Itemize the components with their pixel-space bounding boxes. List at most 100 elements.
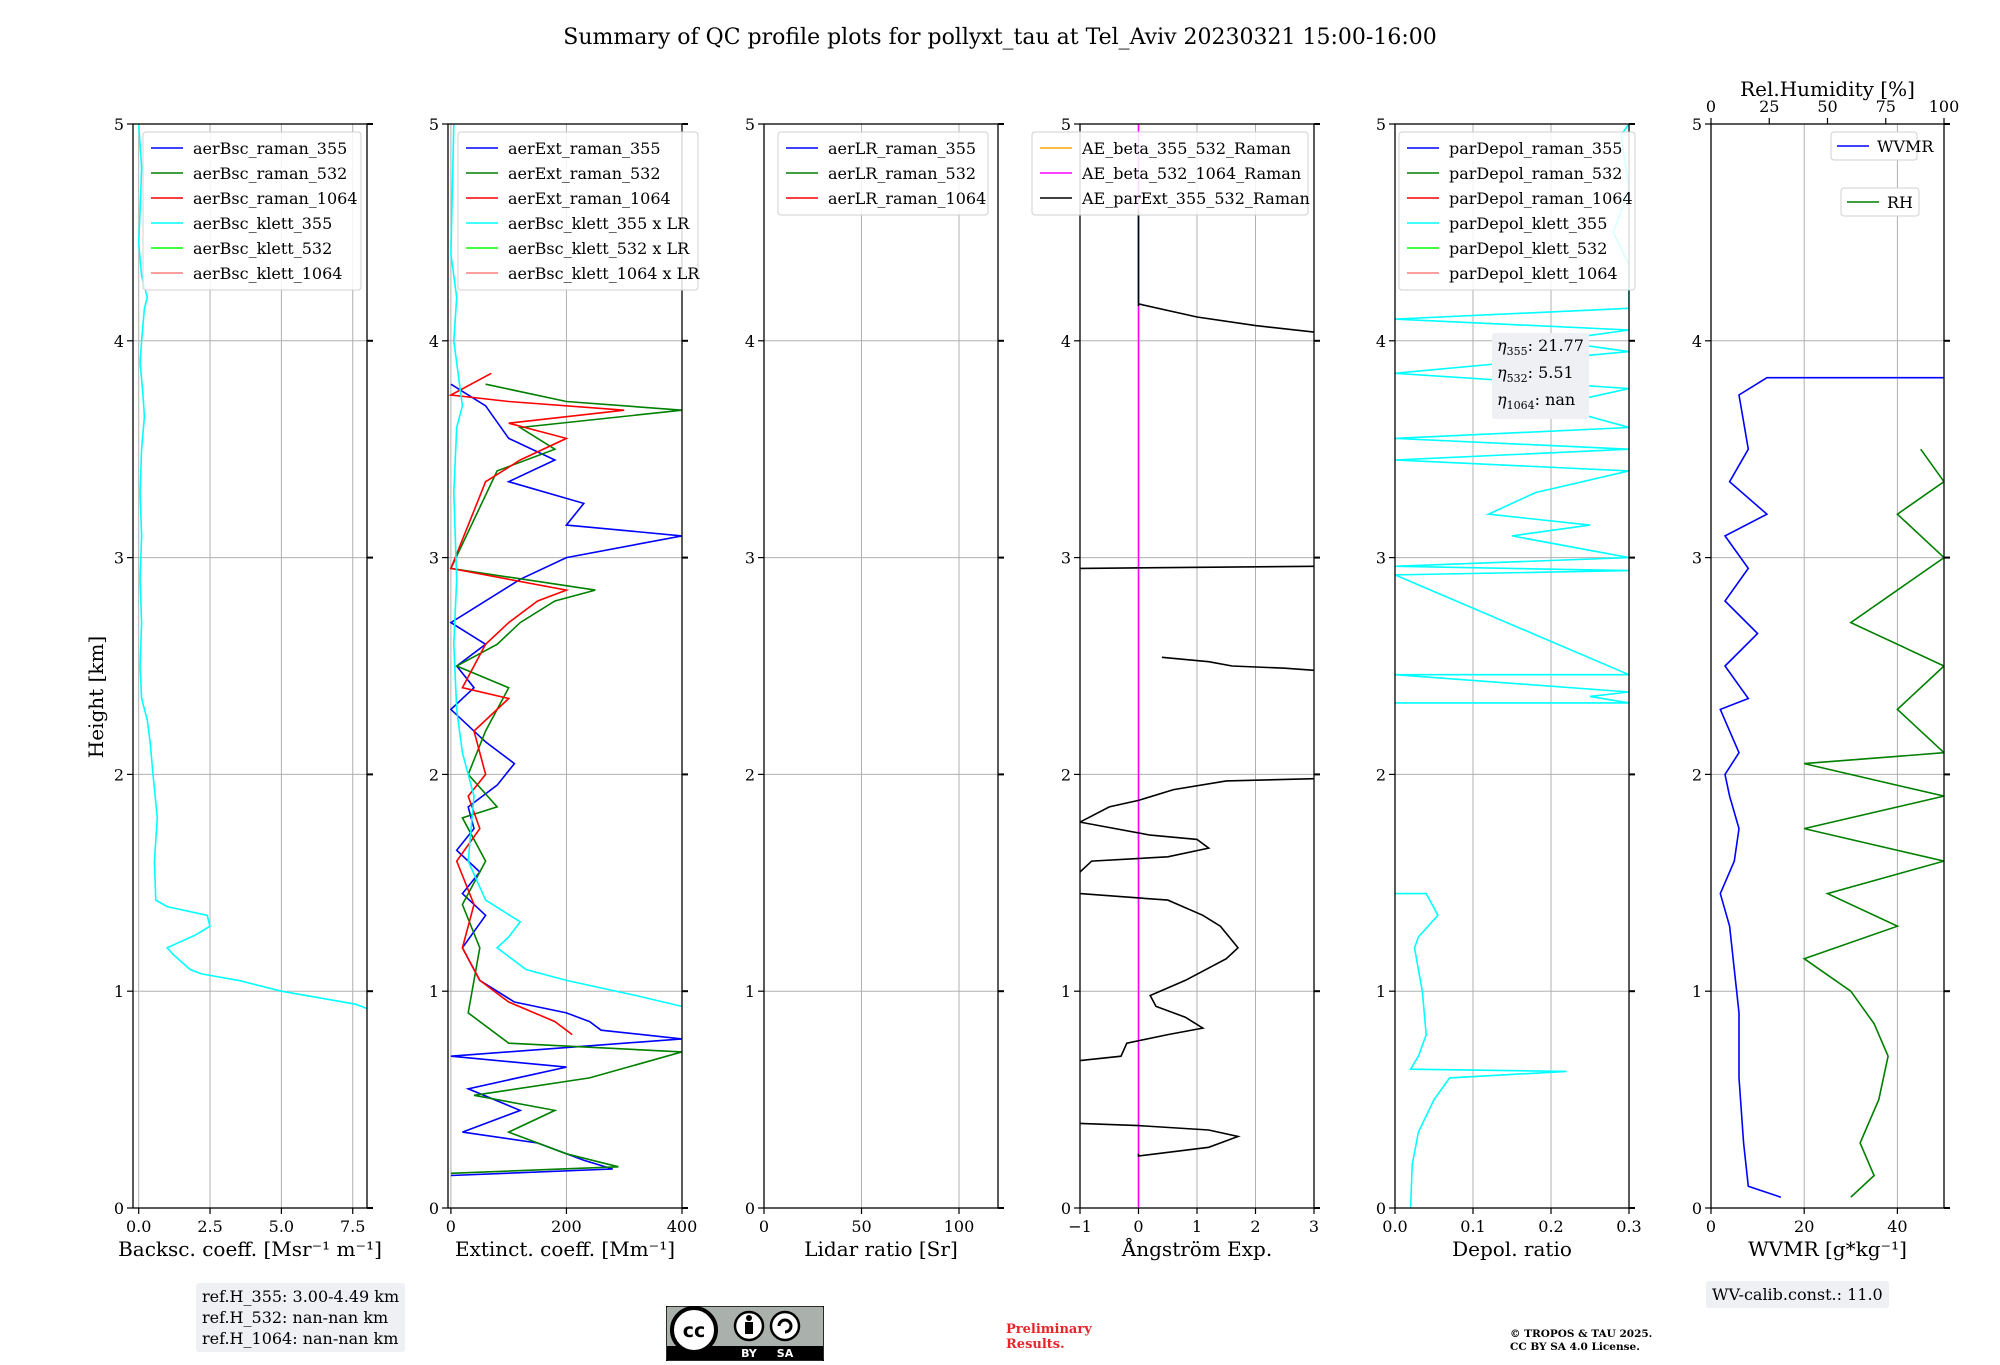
copyright-line1: © TROPOS & TAU 2025.	[1510, 1328, 1653, 1340]
x-tick-label: 20	[1794, 1217, 1814, 1236]
y-tick-label: 1	[114, 982, 124, 1001]
legend-box	[457, 131, 699, 291]
x-tick-label: 0.3	[1616, 1217, 1641, 1236]
panel-3: 0 50 100 0 1 2 3 4 5 Lidar ratio [Sr] aerLR_raman_…	[745, 115, 1004, 1261]
x-tick-label: 200	[551, 1217, 582, 1236]
legend-label: parDepol_raman_1064	[1449, 189, 1633, 208]
x-tick-label: 400	[667, 1217, 698, 1236]
x-tick-label: 0	[446, 1217, 456, 1236]
legend-label: aerLR_raman_532	[828, 164, 976, 183]
x-tick-label: 0	[1706, 1217, 1716, 1236]
y-tick-label: 5	[745, 115, 755, 134]
legend-label: aerBsc_raman_1064	[193, 189, 358, 208]
legend-label: RH	[1887, 193, 1913, 212]
legend-box	[1840, 187, 1920, 217]
legend-label: aerBsc_raman_355	[193, 139, 347, 158]
x-axis-label: Backsc. coeff. [Msr⁻¹ m⁻¹]	[118, 1237, 382, 1261]
y-tick-label: 2	[1061, 765, 1071, 784]
x-tick-label: 0.2	[1538, 1217, 1563, 1236]
y-tick-label: 3	[1376, 549, 1386, 568]
top-x-tick-label: 75	[1876, 97, 1896, 116]
y-tick-label: 1	[1376, 982, 1386, 1001]
legend-box	[1398, 131, 1636, 291]
y-tick-label: 4	[429, 332, 439, 351]
panels: 0.0 2.5 5.0 7.5 0 1 2 3 4 5 Backsc. coeff. [Msr⁻¹ …	[114, 77, 1959, 1261]
series-line-1	[1395, 892, 1567, 1208]
x-axis-label: Ångström Exp.	[1121, 1236, 1272, 1261]
x-axis-label: Lidar ratio [Sr]	[804, 1237, 958, 1261]
eta-1064-value: nan	[1545, 390, 1576, 410]
copyright-line2: CC BY SA 4.0 License.	[1510, 1341, 1640, 1353]
y-tick-label: 2	[1376, 765, 1386, 784]
cc-by-sa-logo: cc BY SA	[665, 1305, 825, 1362]
wv-calib-const: WV-calib.const.: 11.0	[1712, 1285, 1883, 1304]
y-tick-label: 3	[745, 549, 755, 568]
cc-logo-graphic: cc BY SA	[665, 1305, 825, 1362]
legend-box	[142, 131, 362, 291]
panel-6: 0 20 40 0 1 2 3 4 5 WVMR [g*kg⁻¹] 0 25 50 75 100 Rel.Hu…	[1692, 77, 1959, 1261]
y-tick-label: 3	[114, 549, 124, 568]
legend-label: aerBsc_raman_532	[193, 164, 347, 183]
series-line-1	[449, 383, 682, 1177]
top-x-tick-label: 25	[1759, 97, 1779, 116]
x-axis-label: Depol. ratio	[1452, 1237, 1572, 1261]
ref-height-532: ref.H_532: nan-nan km	[202, 1308, 389, 1327]
x-tick-label: 2.5	[197, 1217, 222, 1236]
eta-355-value: 21.77	[1538, 336, 1584, 355]
y-tick-label: 4	[1061, 332, 1071, 351]
legend-label: aerLR_raman_355	[828, 139, 976, 158]
y-tick-label: 2	[745, 765, 755, 784]
series-line-2	[1080, 1122, 1241, 1157]
axes-frame	[1710, 123, 1945, 1209]
eta-box: η355: 21.77 η532: 5.51 η1064: nan	[1492, 333, 1589, 419]
series-line-3	[448, 372, 625, 1036]
legend-label: parDepol_klett_532	[1449, 239, 1607, 258]
x-tick-label: 0.0	[126, 1217, 151, 1236]
series-line-1	[1719, 376, 1944, 1198]
series-line-4	[450, 124, 682, 1008]
x-tick-label: 100	[944, 1217, 975, 1236]
axes-frame	[447, 123, 683, 1209]
y-tick-label: 0	[1692, 1199, 1702, 1218]
legend-box	[777, 131, 989, 216]
x-tick-label: 50	[851, 1217, 871, 1236]
y-tick-label: 4	[114, 332, 124, 351]
y-axis-label: Height [km]	[84, 636, 108, 758]
legend-box	[1031, 131, 1309, 216]
x-tick-label: 40	[1887, 1217, 1907, 1236]
legend-label: aerExt_raman_532	[508, 164, 661, 183]
x-tick-label: −1	[1068, 1217, 1092, 1236]
y-tick-label: 4	[1376, 332, 1386, 351]
preliminary-line1: Preliminary	[1006, 1322, 1092, 1337]
legend-label: aerBsc_klett_1064	[193, 264, 342, 283]
legend-label: aerBsc_klett_532	[193, 239, 332, 258]
series-line-3	[1080, 892, 1240, 1062]
svg-text:cc: cc	[683, 1320, 706, 1342]
x-tick-label: 0	[1133, 1217, 1143, 1236]
y-tick-label: 5	[114, 115, 124, 134]
top-x-tick-label: 100	[1929, 97, 1960, 116]
y-tick-label: 5	[1061, 115, 1071, 134]
y-tick-label: 1	[1061, 982, 1071, 1001]
series-line-5	[1161, 656, 1314, 672]
preliminary-line2: Results.	[1006, 1337, 1065, 1352]
y-tick-label: 5	[1692, 115, 1702, 134]
legend-label: parDepol_klett_355	[1449, 214, 1607, 233]
y-tick-label: 2	[1692, 765, 1702, 784]
series-line-8	[1138, 303, 1314, 333]
legend-label: WVMR	[1877, 137, 1934, 156]
series-line-4	[1080, 777, 1314, 873]
legend-label: AE_beta_532_1064_Raman	[1081, 164, 1301, 183]
y-tick-label: 0	[429, 1199, 439, 1218]
x-tick-label: 2	[1250, 1217, 1260, 1236]
series-line-6	[1080, 565, 1314, 570]
x-tick-label: 1	[1192, 1217, 1202, 1236]
legend-label: aerBsc_klett_355 x LR	[508, 214, 690, 233]
panel-2: 0 200 400 0 1 2 3 4 5 Extinct. coeff. [Mm⁻¹] aerEx…	[429, 115, 700, 1261]
figure-title: Summary of QC profile plots for pollyxt_…	[563, 25, 1436, 50]
legend-label: aerExt_raman_1064	[508, 189, 671, 208]
series-line-1	[137, 124, 367, 1010]
y-tick-label: 4	[745, 332, 755, 351]
y-tick-label: 0	[1376, 1199, 1386, 1218]
